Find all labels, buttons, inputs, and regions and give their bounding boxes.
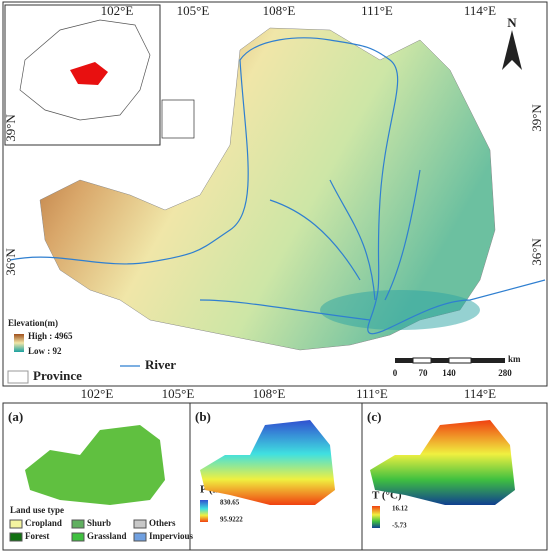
inset-map — [4, 4, 161, 146]
left-tick: 39°N — [3, 114, 18, 142]
province-swatch — [7, 370, 29, 384]
scale-bar — [395, 357, 505, 364]
scale-label: 280 — [498, 368, 512, 378]
class-label: Impervious — [149, 531, 194, 541]
legend-province: Province — [33, 368, 82, 383]
precip-bar — [200, 500, 208, 522]
class-swatch — [133, 519, 147, 529]
legend-high: High : 4965 — [28, 331, 73, 341]
class-label: Forest — [25, 531, 49, 541]
main-map: N Elevation(m) High : 4965 Low : 92 Rive… — [2, 1, 548, 387]
study-area — [70, 62, 108, 85]
right-tick: 39°N — [529, 104, 544, 132]
legend-river: River — [145, 357, 176, 372]
panel-title: Land use type — [10, 505, 64, 515]
labels: 102°E 105°E 108°E 111°E 114°E 102°E 105°E 108°E… — [3, 3, 544, 542]
bottom-tick: 102°E — [81, 386, 114, 401]
legend-low: Low : 92 — [28, 346, 62, 356]
class-label: Shurb — [87, 518, 111, 528]
class-swatch — [71, 532, 85, 542]
class-label: Others — [149, 518, 176, 528]
bottom-tick: 114°E — [464, 386, 496, 401]
top-tick: 108°E — [263, 3, 296, 18]
precip-map — [200, 420, 335, 505]
panels — [2, 402, 548, 551]
landuse-map — [25, 425, 165, 505]
bottom-tick: 105°E — [162, 386, 195, 401]
elev-bar — [14, 334, 24, 352]
temp-map — [370, 420, 515, 505]
legend-title: Elevation(m) — [8, 318, 58, 328]
top-tick: 114°E — [464, 3, 496, 18]
class-swatch — [9, 532, 23, 542]
class-label: Cropland — [25, 518, 62, 528]
panel-tag: (b) — [195, 409, 211, 424]
scale-label: 0 — [393, 368, 398, 378]
scale-min: -5.73 — [392, 522, 407, 530]
inset-box — [161, 99, 195, 139]
top-tick: 102°E — [101, 3, 134, 18]
north-label: N — [507, 15, 517, 30]
basin — [320, 290, 480, 330]
top-tick: 105°E — [177, 3, 210, 18]
top-tick: 111°E — [361, 3, 393, 18]
scale-label: 140 — [442, 368, 456, 378]
scale-label: 70 — [419, 368, 429, 378]
panel-tag: (a) — [8, 409, 23, 424]
temp-bar — [372, 506, 380, 528]
scale-max: 830.65 — [220, 499, 240, 507]
class-swatch — [133, 532, 147, 542]
right-tick: 36°N — [529, 238, 544, 266]
bottom-tick: 111°E — [356, 386, 388, 401]
class-swatch — [9, 519, 23, 529]
bottom-tick: 108°E — [253, 386, 286, 401]
china-outline — [19, 19, 151, 121]
left-tick: 36°N — [3, 248, 18, 276]
north-arrow — [502, 30, 522, 70]
scale-max: 16.12 — [392, 505, 408, 513]
class-swatch — [71, 519, 85, 529]
river — [199, 169, 421, 321]
class-label: Grassland — [87, 531, 127, 541]
scale-min: 95.9222 — [220, 516, 243, 524]
panel-tag: (c) — [367, 409, 381, 424]
plateau — [39, 27, 496, 351]
scale-unit: km — [508, 354, 521, 364]
river — [9, 37, 546, 335]
